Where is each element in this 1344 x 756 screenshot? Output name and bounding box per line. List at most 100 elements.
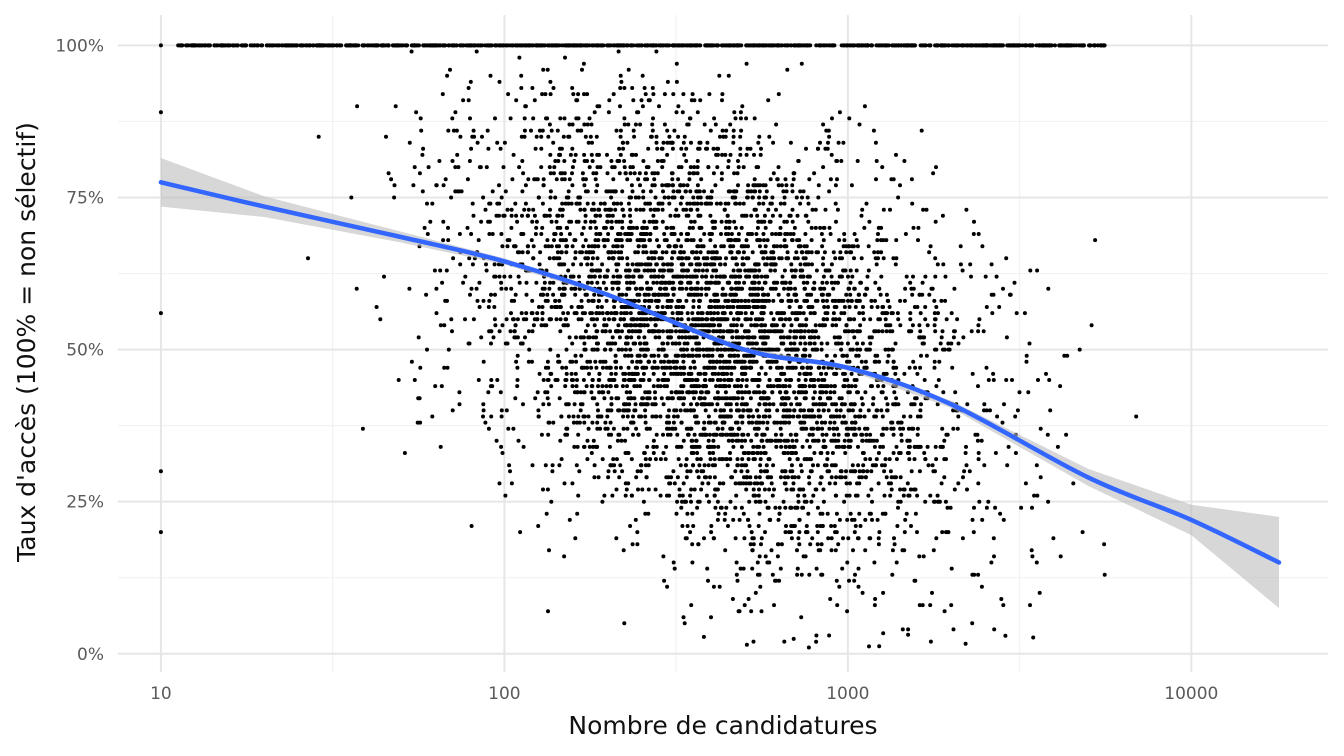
data-point: [819, 542, 824, 547]
data-point: [857, 475, 862, 480]
data-point: [667, 298, 672, 303]
data-point: [950, 365, 955, 370]
data-point: [522, 116, 527, 121]
data-point: [606, 110, 611, 115]
data-point: [788, 280, 793, 285]
data-point: [807, 481, 812, 486]
data-point: [809, 238, 814, 243]
data-point: [827, 268, 832, 273]
data-point: [690, 511, 695, 516]
data-point: [846, 432, 851, 437]
data-point: [936, 378, 941, 382]
data-point: [684, 286, 689, 291]
data-point: [845, 341, 850, 346]
data-point: [835, 207, 840, 212]
data-point: [847, 305, 852, 309]
data-point: [813, 329, 818, 334]
data-point: [586, 244, 591, 249]
data-point: [680, 524, 685, 528]
data-point: [760, 481, 765, 486]
data-point: [682, 621, 687, 626]
data-point: [684, 159, 689, 163]
data-point: [805, 438, 810, 443]
data-point: [652, 207, 657, 212]
data-point: [713, 487, 718, 492]
data-point: [839, 159, 844, 163]
data-point: [652, 359, 657, 364]
data-point: [792, 341, 797, 346]
data-point: [759, 146, 763, 151]
data-point: [713, 244, 718, 249]
data-point: [627, 195, 632, 200]
data-point: [670, 177, 675, 182]
data-point: [858, 280, 863, 285]
data-point: [628, 207, 633, 212]
data-point: [635, 365, 639, 370]
data-point: [857, 292, 861, 297]
data-point: [890, 329, 895, 334]
data-point: [495, 378, 500, 382]
data-point: [800, 268, 805, 273]
data-point: [804, 457, 809, 462]
data-point: [840, 566, 845, 571]
data-point: [834, 414, 839, 419]
data-point: [952, 329, 957, 334]
data-point: [982, 402, 987, 407]
data-point: [804, 317, 809, 322]
data-point: [779, 256, 784, 261]
data-point: [610, 493, 615, 498]
data-point: [692, 396, 696, 401]
data-point: [605, 311, 609, 316]
data-point: [537, 305, 541, 309]
data-point: [832, 335, 837, 340]
data-point: [580, 402, 585, 407]
data-point: [883, 457, 888, 462]
data-point: [488, 201, 493, 206]
data-point: [738, 359, 743, 364]
data-point: [791, 177, 796, 182]
data-point: [829, 262, 834, 267]
data-point: [855, 536, 860, 541]
data-point: [876, 451, 881, 455]
data-point: [640, 402, 645, 407]
data-point: [618, 365, 623, 370]
data-point: [566, 268, 571, 273]
data-point: [815, 524, 820, 528]
data-point: [627, 225, 631, 230]
data-point: [814, 250, 819, 255]
data-point: [781, 189, 786, 194]
data-point: [540, 225, 545, 230]
data-point: [889, 487, 894, 492]
data-point: [610, 341, 615, 346]
data-point: [982, 463, 987, 468]
data-point: [984, 365, 989, 370]
data-point: [963, 451, 968, 455]
data-point: [713, 256, 718, 261]
data-point: [663, 353, 668, 358]
data-point: [828, 597, 833, 601]
data-point: [725, 213, 730, 218]
data-point: [867, 511, 872, 516]
data-point: [713, 292, 718, 297]
data-point: [762, 213, 767, 218]
data-point: [468, 292, 472, 297]
data-point: [513, 292, 518, 297]
data-point: [461, 98, 466, 103]
data-point: [783, 390, 788, 395]
data-point: [871, 396, 876, 401]
data-point: [679, 146, 684, 151]
data-point: [677, 335, 681, 340]
data-point: [702, 371, 707, 376]
data-point: [692, 219, 697, 224]
data-point: [738, 116, 743, 121]
data-point: [768, 365, 773, 370]
data-point: [626, 67, 631, 72]
data-point: [647, 305, 652, 309]
data-point: [635, 469, 640, 474]
data-point: [887, 305, 892, 309]
data-point: [652, 177, 657, 182]
data-point: [701, 384, 705, 389]
data-point: [820, 432, 825, 437]
data-point: [685, 524, 690, 528]
data-point: [773, 232, 778, 236]
